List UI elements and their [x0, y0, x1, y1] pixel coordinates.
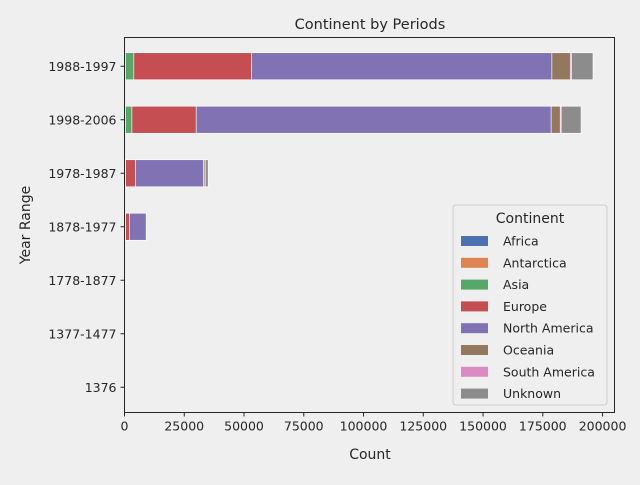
- x-tick-label: 125000: [399, 419, 447, 434]
- y-axis-ticks: 1988-1997 1998-2006 1978-1987 1878-1977 1778…: [48, 59, 124, 395]
- bar-1878-1977-europe: [126, 213, 130, 240]
- legend-label-unknown: Unknown: [503, 386, 561, 401]
- x-tick-label: 150000: [459, 419, 507, 434]
- legend-label-africa: Africa: [503, 234, 539, 249]
- legend-swatch-europe: [461, 301, 488, 311]
- legend-label-oceania: Oceania: [503, 343, 554, 358]
- bar-1998-2006-europe: [132, 106, 196, 133]
- x-tick-label: 175000: [519, 419, 567, 434]
- bar-1978-1987-north-america: [135, 160, 203, 187]
- bar-1988-1997-asia: [125, 53, 133, 80]
- legend-swatch-unknown: [461, 389, 488, 399]
- x-axis-ticks: 0 25000 50000 75000 100000 125000 150000 175000…: [121, 413, 627, 434]
- legend-swatch-oceania: [461, 345, 488, 355]
- x-tick-label: 0: [121, 419, 129, 434]
- legend-swatch-antarctica: [461, 258, 488, 268]
- legend-label-south-america: South America: [503, 364, 595, 379]
- y-axis-label: Year Range: [18, 186, 34, 265]
- y-tick-label: 1778-1877: [48, 273, 116, 288]
- legend-swatch-south-america: [461, 367, 488, 377]
- bar-1978-1987-unknown: [205, 160, 208, 187]
- x-tick-label: 100000: [340, 419, 388, 434]
- bar-1878-1977-north-america: [129, 213, 146, 240]
- bar-1988-1997-unknown: [571, 53, 593, 80]
- bar-1998-2006-unknown: [561, 106, 581, 133]
- y-tick-label: 1878-1977: [48, 219, 116, 234]
- legend: Continent Africa Antarctica Asia Europe Nort…: [453, 205, 607, 405]
- legend-label-europe: Europe: [503, 299, 547, 314]
- legend-swatch-asia: [461, 280, 488, 290]
- x-tick-label: 200000: [579, 419, 627, 434]
- legend-label-north-america: North America: [503, 321, 594, 336]
- y-tick-label: 1978-1987: [48, 166, 116, 181]
- bar-1988-1997-europe: [134, 53, 252, 80]
- y-tick-label: 1998-2006: [48, 112, 116, 127]
- legend-label-asia: Asia: [503, 277, 529, 292]
- x-axis-label: Count: [349, 447, 391, 463]
- bar-1988-1997-oceania: [552, 53, 570, 80]
- bar-1978-1987-europe: [126, 160, 136, 187]
- x-tick-label: 25000: [164, 419, 204, 434]
- y-tick-label: 1376: [85, 380, 117, 395]
- legend-title: Continent: [496, 211, 565, 227]
- legend-swatch-africa: [461, 236, 488, 246]
- legend-swatch-north-america: [461, 323, 488, 333]
- bar-1998-2006-north-america: [196, 106, 551, 133]
- bar-1988-1997-north-america: [252, 53, 552, 80]
- x-tick-label: 75000: [284, 419, 324, 434]
- bar-1998-2006-asia: [125, 106, 131, 133]
- legend-label-antarctica: Antarctica: [503, 255, 567, 270]
- y-tick-label: 1988-1997: [48, 59, 116, 74]
- bar-1998-2006-oceania: [551, 106, 560, 133]
- x-tick-label: 50000: [224, 419, 264, 434]
- chart-title: Continent by Periods: [295, 17, 446, 33]
- y-tick-label: 1377-1477: [48, 326, 116, 341]
